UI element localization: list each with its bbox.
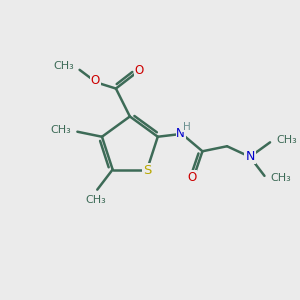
Text: CH₃: CH₃: [54, 61, 75, 71]
Text: N: N: [245, 150, 255, 164]
Text: H: H: [183, 122, 191, 132]
Text: N: N: [176, 127, 185, 140]
Text: CH₃: CH₃: [85, 195, 106, 205]
Text: CH₃: CH₃: [276, 134, 297, 145]
Text: CH₃: CH₃: [271, 173, 291, 183]
Text: O: O: [187, 171, 196, 184]
Text: O: O: [91, 74, 100, 87]
Text: S: S: [143, 164, 152, 177]
Text: O: O: [134, 64, 144, 76]
Text: CH₃: CH₃: [50, 125, 71, 135]
